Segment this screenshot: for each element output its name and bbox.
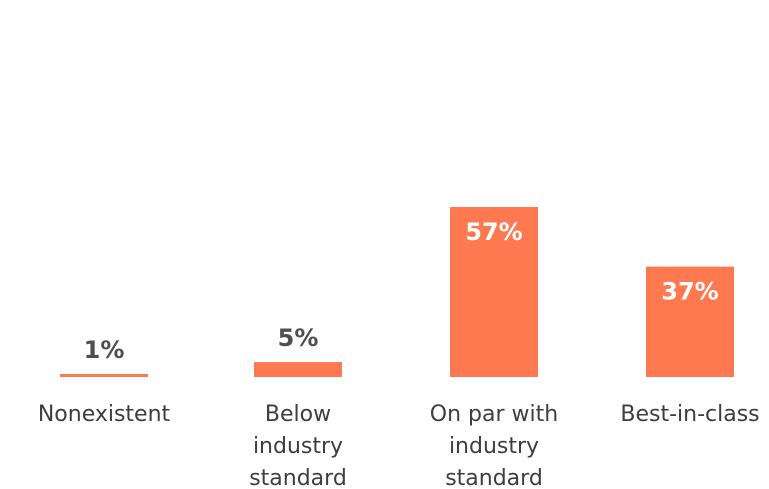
category-label-line: Nonexistent <box>38 402 171 427</box>
category-label-line: industry <box>253 434 343 459</box>
category-label-line: standard <box>249 466 347 489</box>
bar-2 <box>450 207 538 377</box>
value-label-2: 57% <box>465 218 522 246</box>
value-label-0: 1% <box>84 336 125 364</box>
bar-0 <box>60 374 148 377</box>
value-label-1: 5% <box>278 324 319 352</box>
category-label-line: industry <box>449 434 539 459</box>
category-label-line: On par with <box>430 402 558 427</box>
category-label-line: Best-in-class <box>620 402 759 427</box>
value-labels-group: 1% 5% 57% 37% <box>84 218 719 364</box>
value-label-3: 37% <box>661 278 718 306</box>
category-label-0: Nonexistent <box>38 402 171 427</box>
category-label-2: On par with industry standard <box>430 402 558 489</box>
category-label-1: Below industry standard <box>249 402 347 489</box>
category-label-3: Best-in-class <box>620 402 759 427</box>
category-label-line: standard <box>445 466 543 489</box>
bars-group <box>60 207 734 377</box>
bar-1 <box>254 362 342 377</box>
category-label-line: Below <box>265 402 331 427</box>
bar-3 <box>646 266 734 377</box>
